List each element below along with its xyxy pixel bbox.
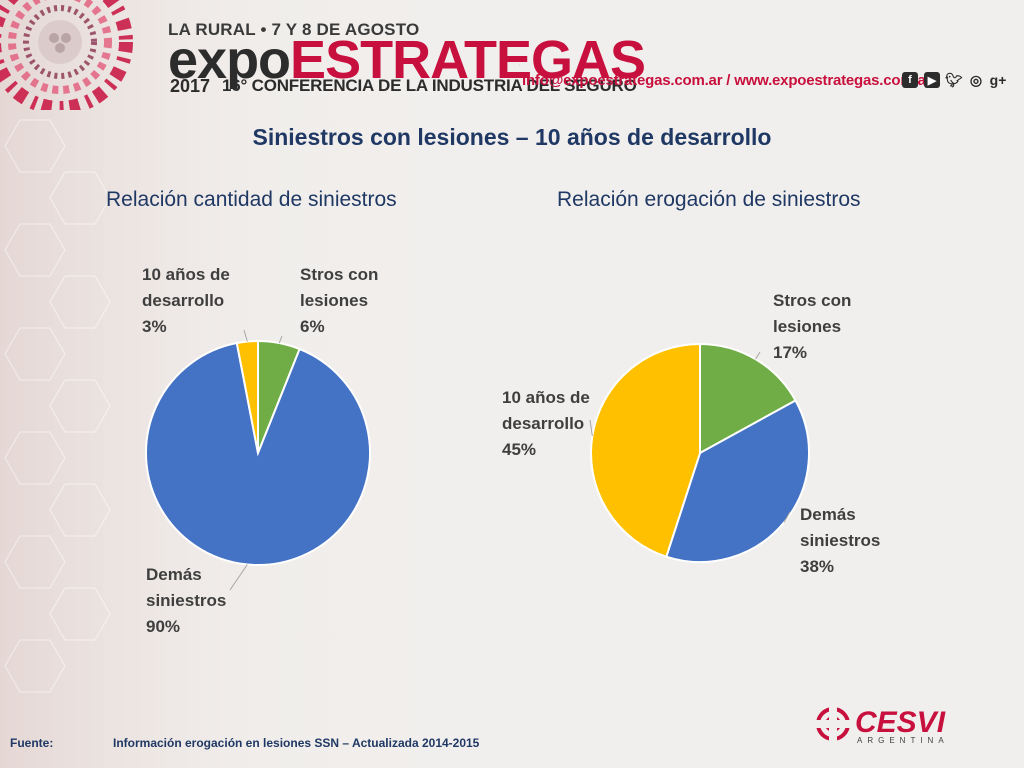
pie1-label-1: Demás siniestros 90% (146, 565, 226, 636)
pie2-leader-1 (783, 511, 791, 523)
google-plus-icon: g+ (989, 72, 1007, 88)
event-brand: expoESTRATEGAS (168, 30, 646, 90)
event-brand-estrategas: ESTRATEGAS (290, 30, 646, 90)
youtube-icon: ▶ (924, 72, 940, 88)
pie1-slice-1 (145, 341, 371, 566)
cesvi-logo-text: CESVI (855, 706, 946, 739)
pie1-label-0: Stros con lesiones 6% (300, 265, 378, 336)
pie1-leader-2 (243, 329, 248, 342)
pie2-slice-1 (665, 399, 810, 563)
event-brand-expo: expo (168, 30, 291, 90)
contact-info: info@expoestrategas.com.ar / www.expoest… (522, 72, 932, 89)
twitter-icon: 🐦︎ (945, 71, 963, 88)
pie2-label-2: 10 años de desarrollo 45% (502, 388, 590, 459)
pie1-label-2: 10 años de desarrollo 3% (142, 265, 230, 336)
cesvi-logo: CESVI ARGENTINA (815, 706, 949, 745)
social-links: f ▶ 🐦︎ ◎ g+ (902, 72, 1006, 88)
event-conference: 16° CONFERENCIA DE LA INDUSTRIA DEL SEGU… (222, 76, 637, 95)
pie2-leader-2 (589, 419, 593, 437)
slide-title: Siniestros con lesiones – 10 años de des… (252, 124, 772, 150)
chart-title-right: Relación erogación de siniestros (557, 188, 861, 211)
pie2-label-1: Demás siniestros 38% (800, 505, 880, 576)
pie1-leader-0 (278, 335, 283, 344)
source-label: Fuente: (10, 736, 54, 750)
source-text: Información erogación en lesiones SSN – … (113, 736, 480, 750)
chart-title-left: Relación cantidad de siniestros (106, 188, 397, 211)
pie1-leader-1 (229, 564, 248, 591)
event-logo-graphic (0, 0, 520, 110)
event-year: 2017 (170, 76, 211, 96)
pie1-slice-2 (235, 339, 259, 454)
event-date-location: LA RURAL • 7 Y 8 DE AGOSTO (168, 20, 420, 39)
pie2-label-0: Stros con lesiones 17% (773, 291, 851, 362)
pie2-leader-0 (755, 351, 761, 360)
cesvi-logo-subtext: ARGENTINA (857, 736, 949, 745)
facebook-icon: f (902, 72, 918, 88)
instagram-icon: ◎ (969, 71, 983, 88)
pie2-slice-0 (699, 342, 797, 455)
